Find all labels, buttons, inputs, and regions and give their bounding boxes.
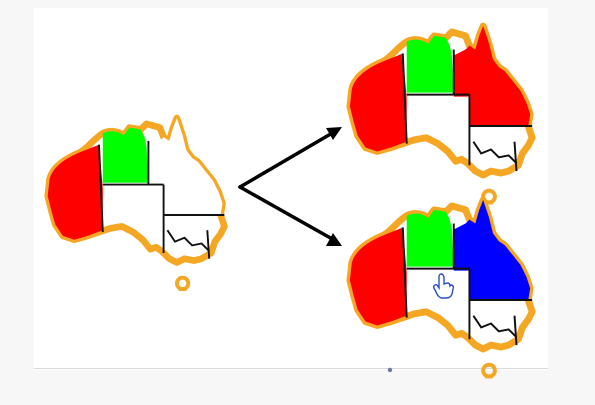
arrow-head-bottom [326,233,342,246]
map-partial-coloring [47,118,225,292]
branch-arrows [238,127,342,246]
hand-pointer-icon [433,273,455,299]
arrow-head-top [326,127,342,140]
region-tasmania [481,362,497,379]
region-western-australia [47,144,103,240]
mouse-cursor-icon [387,367,393,373]
region-northern-territory [406,209,454,267]
region-western-australia [349,53,407,152]
region-tasmania [175,275,191,292]
slide-bottom-edge [34,368,548,369]
arrow-to-top-branch [238,130,336,189]
region-western-australia [349,227,407,326]
map-branch-qld-red [349,26,532,205]
arrow-to-bottom-branch [238,185,336,242]
region-northern-territory [102,127,149,183]
region-northern-territory [406,35,454,93]
